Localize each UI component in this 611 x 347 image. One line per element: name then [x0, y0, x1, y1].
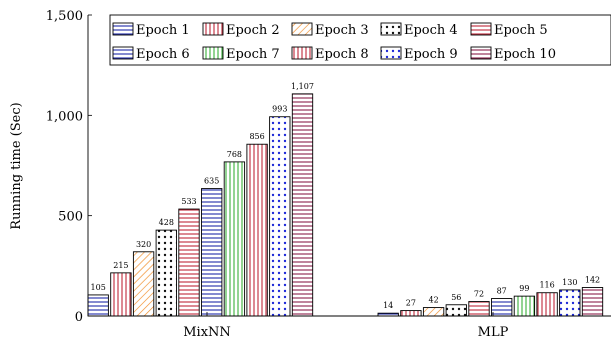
bar-mixnn-epoch-5 — [178, 208, 200, 317]
bar-value-label: 320 — [136, 240, 151, 249]
legend-item-epoch-7[interactable]: Epoch 7 — [202, 46, 280, 62]
legend-label: Epoch 3 — [315, 23, 369, 38]
legend-label: Epoch 10 — [494, 47, 556, 62]
bar-mlp-epoch-4 — [445, 304, 467, 317]
bar-value-label: 635 — [204, 177, 219, 186]
y-axis-label: Running time (Sec) — [9, 102, 24, 229]
bar-mixnn-epoch-10 — [291, 93, 314, 317]
legend-item-epoch-5[interactable]: Epoch 5 — [470, 22, 548, 38]
bar-mlp-epoch-6 — [491, 298, 513, 317]
bar-value-label: 215 — [113, 261, 128, 270]
bar-value-label: 42 — [429, 296, 439, 305]
legend-swatch — [202, 22, 224, 36]
legend-item-epoch-2[interactable]: Epoch 2 — [202, 22, 280, 38]
plot-area: 105 215 320 428 533 635 768 856 993 1,107 14 27 42 56… — [87, 82, 604, 317]
bar-mixnn-epoch-2 — [110, 272, 132, 317]
legend-swatch — [291, 46, 313, 60]
axes: 0 500 1,000 1,500 MixNN MLP — [46, 9, 611, 340]
bar-mixnn-epoch-8 — [246, 143, 268, 317]
legend-item-epoch-3[interactable]: Epoch 3 — [291, 22, 369, 38]
bar-value-label: 130 — [562, 278, 577, 287]
bar-mixnn-epoch-3 — [132, 251, 155, 317]
bar-value-label: 993 — [272, 105, 287, 114]
legend-swatch — [470, 46, 492, 60]
legend-label: Epoch 4 — [404, 23, 458, 38]
bar-value-label: 14 — [383, 301, 393, 310]
bar-mixnn-epoch-7 — [223, 161, 246, 317]
legend-swatch — [202, 46, 224, 60]
legend-swatch — [470, 22, 492, 36]
bar-value-label: 768 — [227, 150, 242, 159]
y-tick-label: 1,000 — [46, 109, 83, 124]
bar-value-label: 1,107 — [291, 82, 314, 91]
bar-value-label: 99 — [519, 284, 529, 293]
legend-box — [109, 14, 611, 66]
legend-swatch — [112, 46, 134, 60]
bar-value-label: 428 — [159, 218, 174, 227]
legend-item-epoch-4[interactable]: Epoch 4 — [380, 22, 458, 38]
legend-swatch — [380, 22, 402, 36]
bar-mlp-epoch-3 — [422, 307, 445, 317]
legend-swatch — [291, 22, 313, 36]
x-tick-label: MixNN — [183, 325, 231, 340]
legend-swatch — [380, 46, 402, 60]
legend-item-epoch-1[interactable]: Epoch 1 — [112, 22, 190, 38]
bar-value-label: 142 — [585, 276, 600, 285]
bar-mixnn-epoch-9 — [269, 116, 291, 317]
legend-item-epoch-9[interactable]: Epoch 9 — [380, 46, 458, 62]
bar-value-label: 116 — [539, 281, 554, 290]
legend-label: Epoch 1 — [136, 23, 190, 38]
bar-value-label: 856 — [249, 132, 264, 141]
legend-label: Epoch 5 — [494, 23, 548, 38]
legend-label: Epoch 2 — [226, 23, 280, 38]
legend[interactable]: Epoch 1 Epoch 2 Epoch 3 Epoch 4 Epoch 5 Epoch… — [109, 14, 611, 66]
bar-mixnn-epoch-4 — [155, 229, 177, 317]
legend-swatch — [112, 22, 134, 36]
legend-item-epoch-10[interactable]: Epoch 10 — [470, 46, 556, 62]
bar-value-label: 72 — [474, 290, 484, 299]
legend-label: Epoch 9 — [404, 47, 458, 62]
bar-value-label: 27 — [406, 299, 416, 308]
bar-mixnn-epoch-6 — [201, 188, 223, 317]
bar-mlp-epoch-2 — [400, 310, 422, 317]
bar-value-label: 87 — [497, 287, 507, 296]
legend-item-epoch-6[interactable]: Epoch 6 — [112, 46, 190, 62]
bar-value-label: 533 — [181, 197, 196, 206]
bar-mlp-epoch-8 — [536, 292, 558, 317]
legend-label: Epoch 7 — [226, 47, 280, 62]
legend-label: Epoch 8 — [315, 47, 369, 62]
legend-label: Epoch 6 — [136, 47, 190, 62]
bar-mixnn-epoch-1 — [87, 294, 109, 317]
bar-mlp-epoch-9 — [559, 289, 581, 317]
y-tick-label: 0 — [75, 310, 83, 325]
x-tick-label: MLP — [478, 325, 509, 340]
y-tick-label: 500 — [58, 210, 83, 225]
y-tick-label: 1,500 — [46, 9, 83, 24]
legend-item-epoch-8[interactable]: Epoch 8 — [291, 46, 369, 62]
bar-value-label: 105 — [91, 283, 106, 292]
bar-mlp-epoch-7 — [513, 295, 536, 317]
bar-mlp-epoch-10 — [581, 287, 604, 317]
bar-value-label: 56 — [451, 293, 461, 302]
bar-mlp-epoch-5 — [468, 301, 490, 317]
